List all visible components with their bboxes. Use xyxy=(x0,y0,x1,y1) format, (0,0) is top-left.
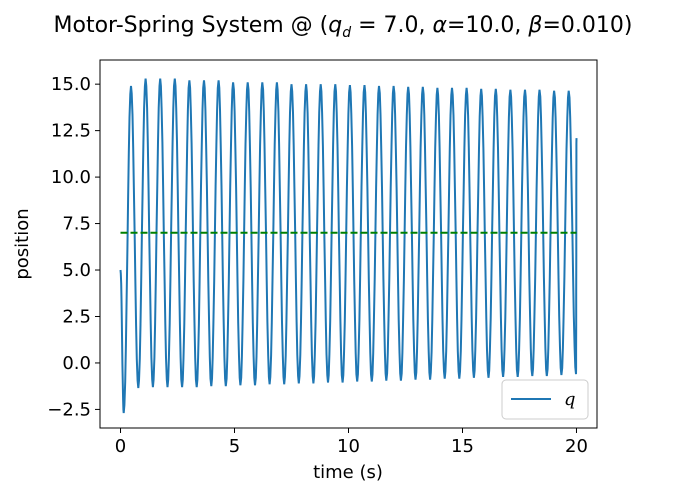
y-tick-label: 15.0 xyxy=(51,74,91,95)
series-line-q xyxy=(119,78,578,414)
x-tick-label: 10 xyxy=(337,436,360,457)
y-tick-label: 2.5 xyxy=(62,306,91,327)
x-axis: 0 5 10 15 20 xyxy=(115,428,588,457)
y-tick-label: −2.5 xyxy=(47,399,91,420)
y-tick-label: 12.5 xyxy=(51,121,91,142)
x-tick-label: 20 xyxy=(565,436,588,457)
legend-label-q: q xyxy=(564,389,576,410)
x-tick-label: 15 xyxy=(451,436,474,457)
x-tick-label: 0 xyxy=(115,436,126,457)
y-axis-label: position xyxy=(12,208,33,279)
series-layer xyxy=(119,78,578,414)
y-axis: −2.5 0.0 2.5 5.0 7.5 10.0 12.5 15.0 xyxy=(47,74,100,420)
y-tick-label: 0.0 xyxy=(62,353,91,374)
y-tick-label: 7.5 xyxy=(62,214,91,235)
x-tick-label: 5 xyxy=(229,436,240,457)
legend: q xyxy=(501,379,589,420)
plot-area xyxy=(99,59,598,429)
x-axis-label: time (s) xyxy=(313,462,383,483)
y-tick-label: 5.0 xyxy=(62,260,91,281)
y-tick-label: 10.0 xyxy=(51,167,91,188)
chart-title: Motor-Spring System @ (qd = 7.0, α=10.0,… xyxy=(54,13,633,41)
